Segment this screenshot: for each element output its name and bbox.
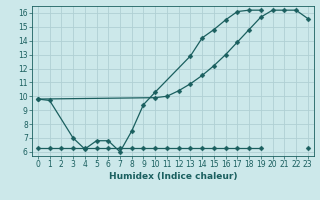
X-axis label: Humidex (Indice chaleur): Humidex (Indice chaleur)	[108, 172, 237, 181]
